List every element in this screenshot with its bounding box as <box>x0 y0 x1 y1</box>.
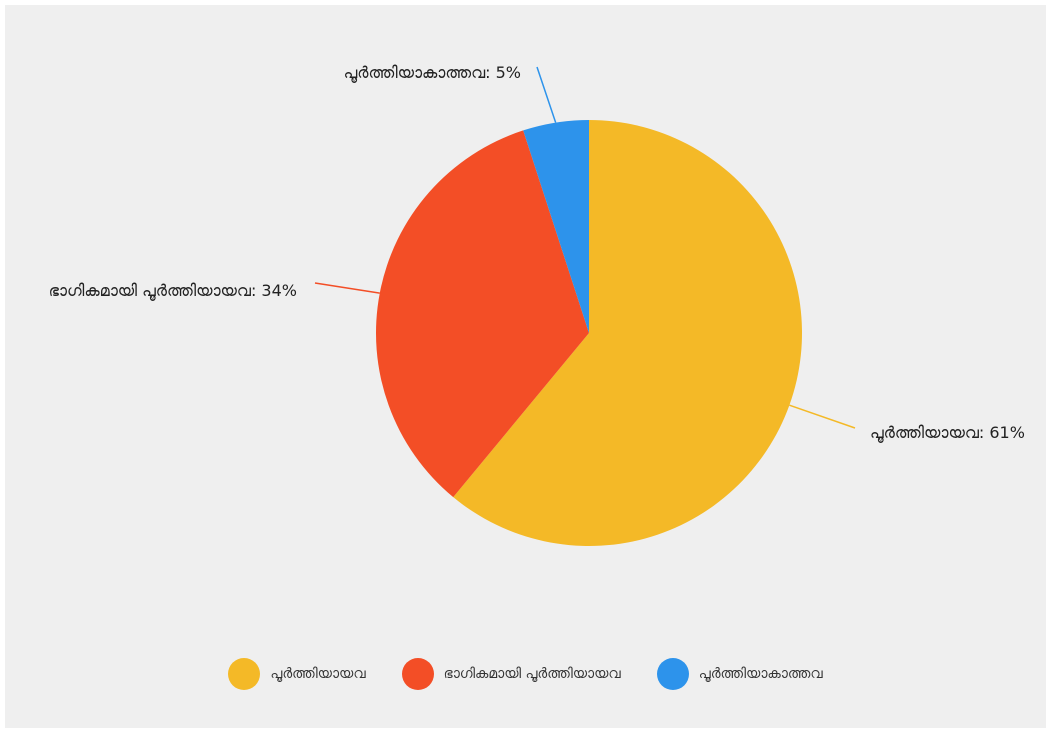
pie-slices <box>376 120 802 546</box>
legend: പൂർത്തിയായവ ഭാഗികമായി പൂർത്തിയായവ പൂർത്ത… <box>5 658 1046 690</box>
pie-chart: പൂർത്തിയായവ: 61% ഭാഗികമായി പൂർത്തിയായവ: 3… <box>49 63 1025 546</box>
legend-item-partially-completed[interactable]: ഭാഗികമായി പൂർത്തിയായവ <box>401 658 621 690</box>
legend-label-completed: പൂർത്തിയായവ <box>270 666 366 682</box>
pie-leader-lines <box>314 66 856 429</box>
legend-swatch-completed <box>228 658 261 690</box>
legend-swatch-not-completed <box>656 658 689 690</box>
slice-label-partially-completed: ഭാഗികമായി പൂർത്തിയായവ: 34% <box>49 281 297 301</box>
leader-line-partially-completed <box>314 282 380 294</box>
legend-label-not-completed: പൂർത്തിയാകാത്തവ <box>698 666 823 682</box>
pie-slice-partially-completed[interactable] <box>376 130 589 498</box>
pie-slice-completed[interactable] <box>453 120 802 546</box>
slice-label-not-completed: പൂർത്തിയാകാത്തവ: 5% <box>344 63 521 83</box>
legend-item-not-completed[interactable]: പൂർത്തിയാകാത്തവ <box>656 658 823 690</box>
legend-swatch-partially-completed <box>401 658 434 690</box>
legend-label-partially-completed: ഭാഗികമായി പൂർത്തിയായവ <box>443 666 621 682</box>
slice-label-completed: പൂർത്തിയായവ: 61% <box>870 423 1025 443</box>
leader-line-completed <box>789 404 856 429</box>
leader-line-not-completed <box>536 66 557 123</box>
chart-panel: പൂർത്തിയായവ: 61% ഭാഗികമായി പൂർത്തിയായവ: 3… <box>5 5 1046 728</box>
pie-labels: പൂർത്തിയായവ: 61% ഭാഗികമായി പൂർത്തിയായവ: 3… <box>49 63 1025 443</box>
pie-slice-not-completed[interactable] <box>523 120 589 333</box>
legend-item-completed[interactable]: പൂർത്തിയായവ <box>228 658 366 690</box>
